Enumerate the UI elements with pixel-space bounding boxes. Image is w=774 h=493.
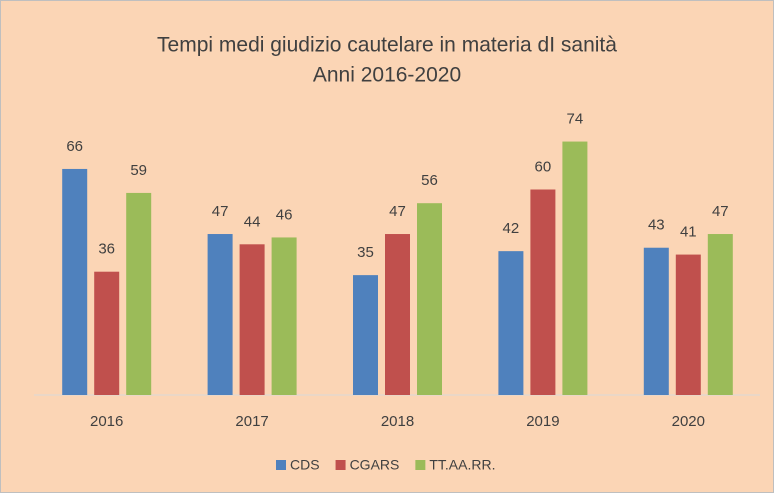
data-label: 74 bbox=[567, 111, 584, 128]
data-label: 44 bbox=[244, 213, 261, 230]
bar bbox=[126, 192, 152, 395]
bar bbox=[675, 254, 701, 395]
bar bbox=[239, 244, 265, 395]
bar bbox=[94, 271, 120, 395]
legend-label: CGARS bbox=[350, 457, 400, 473]
data-label: 47 bbox=[712, 203, 729, 220]
bar bbox=[643, 247, 669, 395]
legend-swatch bbox=[335, 460, 346, 470]
x-tick-label: 2019 bbox=[526, 413, 559, 430]
data-label: 41 bbox=[680, 224, 697, 241]
chart-title: Tempi medi giudizio cautelare in materia… bbox=[157, 34, 617, 57]
bar bbox=[271, 237, 297, 395]
data-label: 60 bbox=[535, 158, 552, 175]
bar bbox=[207, 234, 233, 395]
data-label: 35 bbox=[357, 244, 374, 261]
x-tick-label: 2017 bbox=[235, 413, 268, 430]
bar bbox=[353, 275, 378, 395]
data-label: 47 bbox=[389, 203, 406, 220]
data-label: 42 bbox=[503, 220, 520, 237]
bar bbox=[62, 168, 88, 395]
legend-label: TT.AA.RR. bbox=[429, 457, 495, 473]
bar bbox=[385, 234, 410, 395]
x-tick-label: 2016 bbox=[90, 413, 123, 430]
legend-label: CDS bbox=[290, 457, 320, 473]
legend-swatch bbox=[276, 460, 286, 470]
bar bbox=[417, 203, 442, 395]
bar bbox=[498, 251, 524, 395]
data-label: 59 bbox=[130, 162, 147, 179]
data-label: 46 bbox=[276, 206, 293, 223]
data-label: 43 bbox=[648, 217, 665, 234]
chart-subtitle: Anni 2016-2020 bbox=[313, 64, 461, 87]
legend-swatch bbox=[415, 460, 426, 470]
data-label: 47 bbox=[212, 203, 229, 220]
bar bbox=[530, 189, 556, 395]
data-label: 36 bbox=[98, 241, 115, 258]
data-label: 66 bbox=[66, 138, 83, 155]
data-label: 56 bbox=[421, 172, 438, 189]
x-tick-label: 2018 bbox=[381, 413, 414, 430]
x-tick-label: 2020 bbox=[672, 413, 705, 430]
bar bbox=[707, 234, 733, 395]
bar bbox=[562, 141, 588, 395]
